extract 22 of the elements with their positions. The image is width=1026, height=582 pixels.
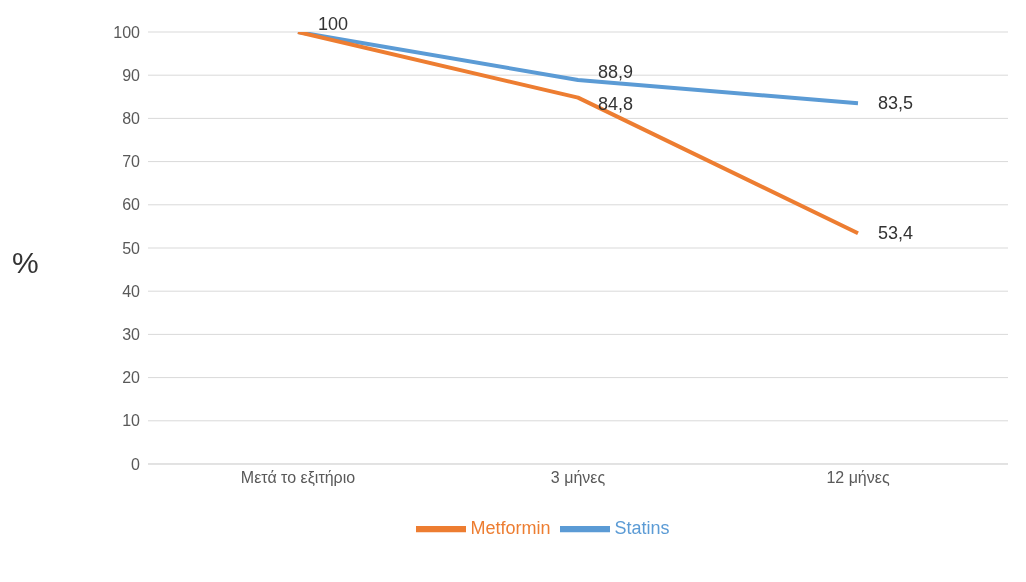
x-tick-label: 12 μήνες (826, 469, 890, 487)
y-tick-label: 70 (122, 153, 141, 171)
x-tick-label: 3 μήνες (550, 469, 606, 487)
legend-label: Metformin (470, 517, 551, 538)
y-tick-label: 100 (113, 23, 141, 41)
y-axis-title: % (12, 246, 39, 280)
y-tick-label: 80 (122, 110, 141, 128)
data-label: 83,5 (878, 93, 914, 114)
y-tick-label: 0 (131, 455, 141, 473)
y-tick-label: 50 (122, 239, 141, 257)
y-tick-label: 60 (122, 196, 141, 214)
y-tick-label: 40 (122, 282, 141, 300)
y-tick-label: 30 (122, 326, 141, 344)
data-label: 88,9 (598, 61, 634, 82)
y-tick-label: 10 (122, 412, 141, 430)
y-tick-label: 20 (122, 369, 141, 387)
x-tick-label: Μετά το εξιτήριο (240, 469, 356, 488)
data-label: 100 (318, 14, 349, 34)
data-label: 53,4 (878, 223, 914, 244)
legend-label: Statins (614, 517, 670, 538)
data-label: 84,8 (598, 93, 634, 114)
y-tick-label: 90 (122, 66, 141, 84)
